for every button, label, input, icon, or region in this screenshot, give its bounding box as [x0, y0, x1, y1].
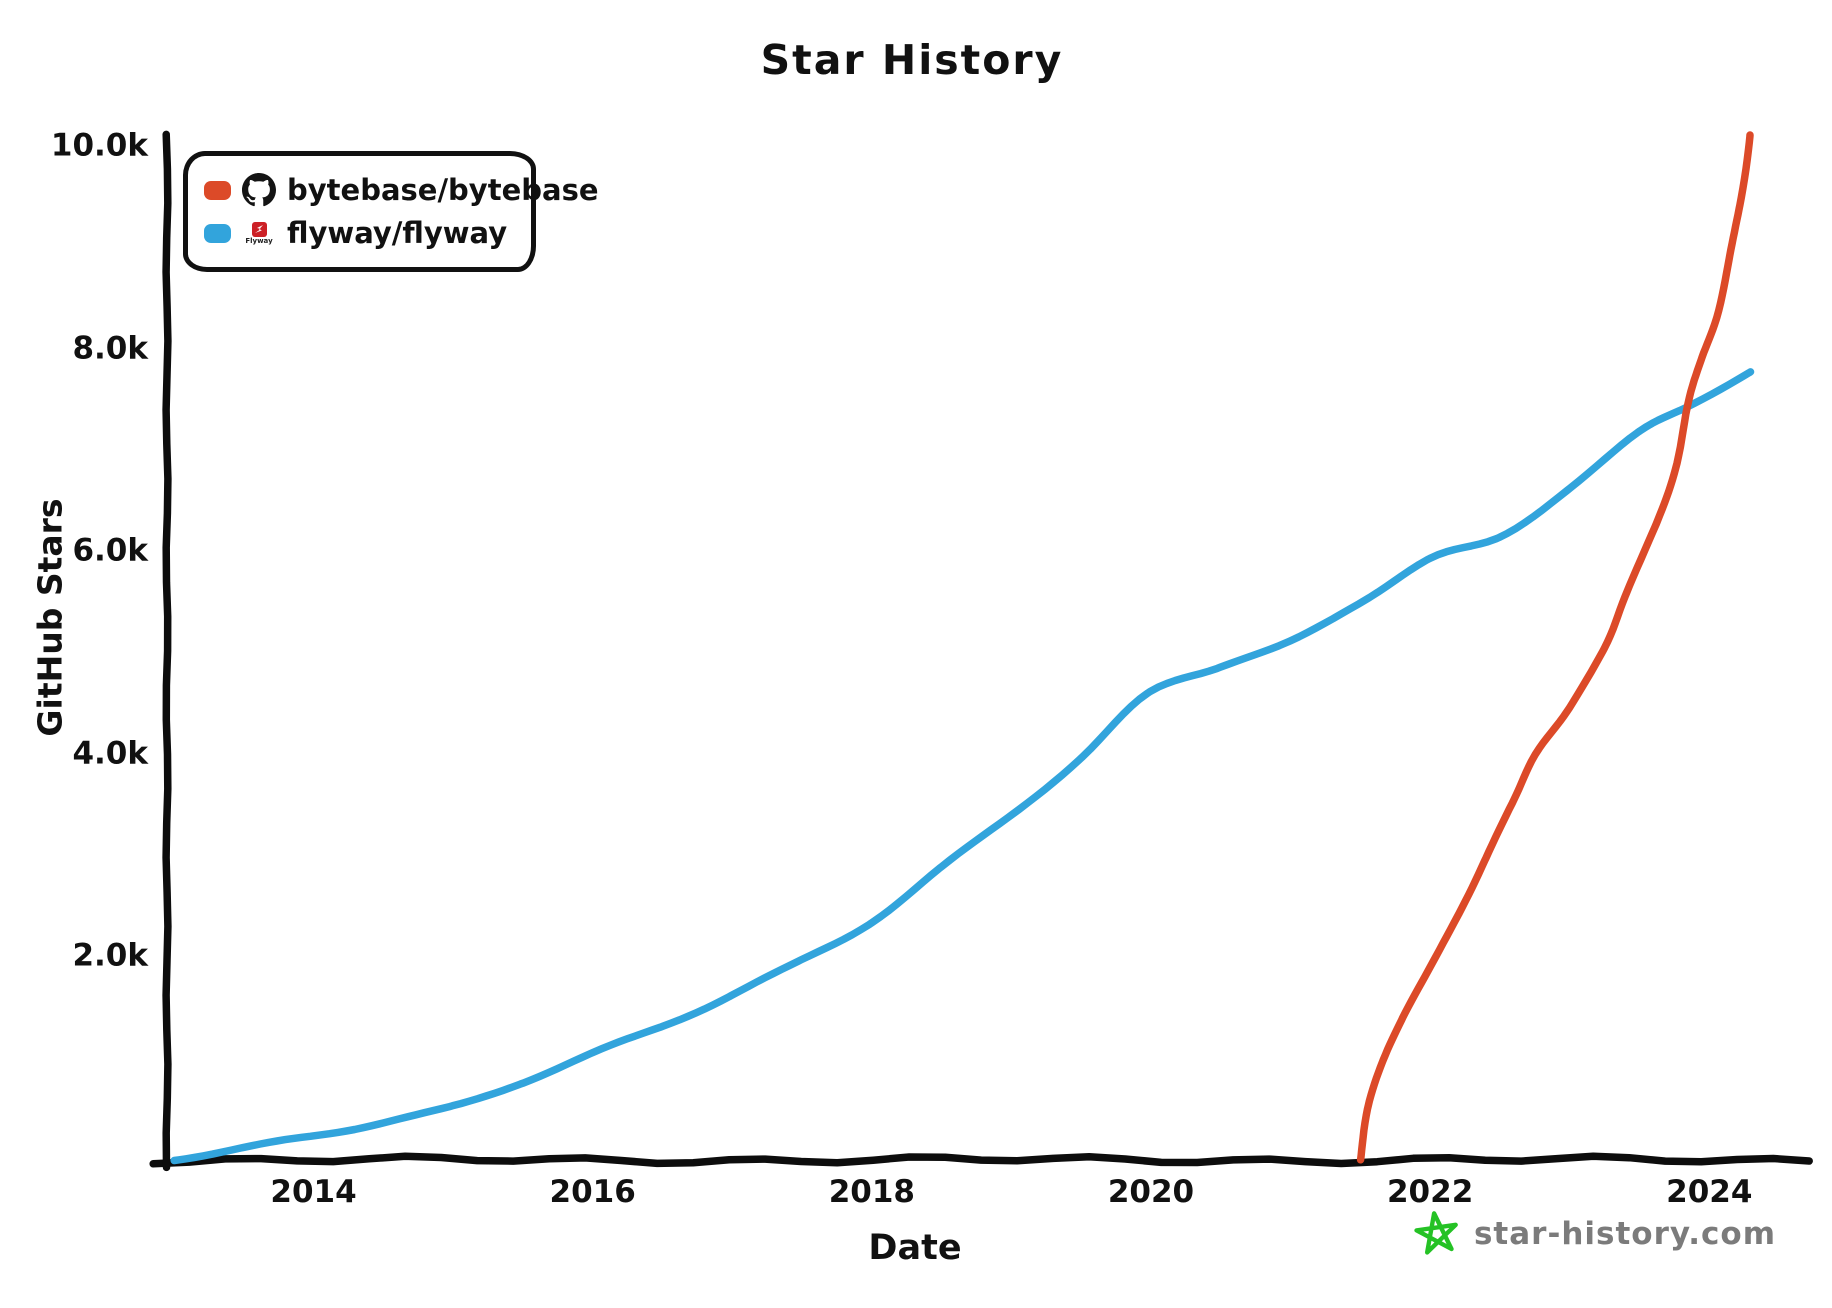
- x-axis-line: [149, 1152, 1813, 1168]
- watermark-text: star-history.com: [1473, 1216, 1776, 1252]
- x-axis-label: Date: [868, 1228, 962, 1268]
- star-icon: [1414, 1211, 1458, 1255]
- x-tick-label: 2022: [1386, 1174, 1474, 1210]
- y-tick-label: 4.0k: [72, 735, 148, 772]
- x-tick-label: 2016: [549, 1174, 636, 1210]
- series-color-swatch-flyway: [204, 223, 231, 243]
- y-tick-label: 6.0k: [72, 532, 148, 569]
- x-tick-label: 2014: [270, 1174, 357, 1210]
- x-tick-label: 2018: [828, 1174, 915, 1210]
- legend-item-bytebase: bytebase/bytebase: [204, 173, 599, 207]
- y-tick-label: 10.0k: [50, 127, 148, 164]
- flyway-logo-text: Flyway: [245, 236, 273, 245]
- y-axis-label: GitHub Stars: [30, 498, 70, 737]
- series-color-swatch-bytebase: [204, 180, 231, 200]
- series-line-flyway: [170, 368, 1755, 1165]
- flyway-logo-icon: Flyway: [242, 221, 276, 245]
- flyway-arrow-icon: [251, 221, 267, 237]
- watermark: star-history.com: [1412, 1208, 1776, 1260]
- series-line-bytebase: [1356, 131, 1754, 1164]
- legend-label-bytebase: bytebase/bytebase: [287, 173, 599, 207]
- y-tick-label: 2.0k: [72, 937, 148, 974]
- x-tick-label: 2024: [1666, 1174, 1753, 1210]
- legend: bytebase/bytebase Flyway flyway/flyway: [183, 151, 599, 272]
- y-axis-line: [162, 130, 172, 1172]
- x-tick-label: 2020: [1107, 1174, 1195, 1210]
- chart-title: Star History: [760, 36, 1064, 84]
- github-octocat-icon: [242, 173, 276, 207]
- y-tick-label: 8.0k: [72, 330, 148, 367]
- legend-label-flyway: flyway/flyway: [287, 216, 508, 250]
- legend-item-flyway: Flyway flyway/flyway: [204, 216, 515, 250]
